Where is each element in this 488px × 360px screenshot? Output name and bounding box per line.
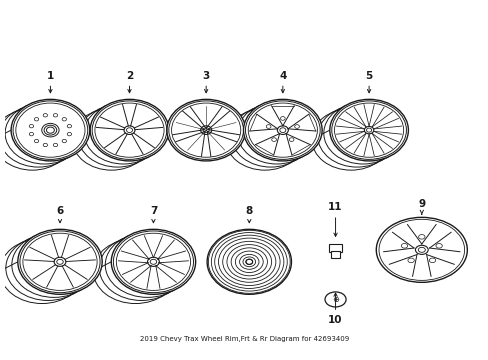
Text: 4: 4 (279, 71, 286, 93)
Ellipse shape (418, 235, 424, 239)
Text: 2: 2 (125, 71, 133, 93)
Text: 6: 6 (56, 206, 63, 223)
Ellipse shape (62, 139, 66, 143)
Ellipse shape (325, 292, 346, 307)
Ellipse shape (53, 143, 58, 147)
Ellipse shape (34, 118, 39, 121)
Ellipse shape (271, 138, 276, 141)
Ellipse shape (29, 125, 34, 128)
Ellipse shape (294, 125, 299, 129)
Ellipse shape (280, 117, 285, 120)
Ellipse shape (329, 99, 407, 161)
Ellipse shape (435, 244, 442, 248)
Ellipse shape (166, 99, 245, 161)
Ellipse shape (67, 125, 71, 128)
Text: 2019 Chevy Trax Wheel Rim,Frt & Rr Diagram for 42693409: 2019 Chevy Trax Wheel Rim,Frt & Rr Diagr… (140, 336, 348, 342)
Ellipse shape (207, 229, 291, 294)
Ellipse shape (407, 258, 413, 263)
Ellipse shape (401, 244, 407, 248)
Ellipse shape (111, 229, 195, 294)
Ellipse shape (29, 132, 34, 136)
Text: 11: 11 (327, 202, 342, 237)
FancyBboxPatch shape (328, 244, 342, 252)
Ellipse shape (34, 139, 39, 143)
Ellipse shape (62, 118, 66, 121)
Text: 7: 7 (149, 206, 157, 223)
Ellipse shape (428, 258, 435, 263)
FancyBboxPatch shape (330, 251, 339, 258)
Text: 9: 9 (417, 199, 425, 214)
Ellipse shape (67, 132, 71, 136)
Ellipse shape (43, 143, 47, 147)
Ellipse shape (243, 99, 322, 161)
Ellipse shape (18, 229, 102, 294)
Text: 5: 5 (365, 71, 372, 93)
Ellipse shape (289, 138, 293, 141)
Text: 1: 1 (47, 71, 54, 93)
Ellipse shape (43, 114, 47, 117)
Text: 10: 10 (327, 293, 342, 325)
Ellipse shape (376, 217, 467, 282)
Ellipse shape (266, 125, 270, 129)
Ellipse shape (11, 99, 89, 161)
Ellipse shape (53, 114, 58, 117)
Ellipse shape (90, 99, 168, 161)
Text: 8: 8 (245, 206, 252, 223)
Text: ⊕: ⊕ (331, 295, 338, 304)
Text: 3: 3 (202, 71, 209, 93)
